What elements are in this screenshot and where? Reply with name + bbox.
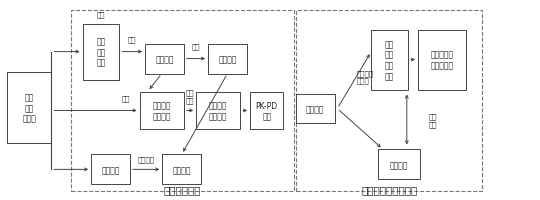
Bar bbox=[208, 44, 247, 74]
Text: 饮片
方剂
中成药: 饮片 方剂 中成药 bbox=[22, 93, 36, 123]
Text: 体内转运
组织分布: 体内转运 组织分布 bbox=[209, 101, 227, 121]
Text: 多层次药
理研究: 多层次药 理研究 bbox=[356, 70, 373, 84]
Bar bbox=[83, 25, 119, 80]
Text: 活性物质: 活性物质 bbox=[102, 165, 120, 174]
Bar bbox=[296, 94, 335, 124]
Text: 鉴定: 鉴定 bbox=[128, 36, 137, 43]
Text: 入血成分
代谢产物: 入血成分 代谢产物 bbox=[152, 101, 171, 121]
Text: 化学物质: 化学物质 bbox=[155, 55, 174, 64]
Bar bbox=[71, 11, 294, 191]
Text: 分子
细胞
组织
整体: 分子 细胞 组织 整体 bbox=[385, 40, 394, 81]
Bar bbox=[7, 72, 51, 144]
Bar bbox=[140, 92, 184, 130]
Bar bbox=[250, 92, 284, 130]
Text: 系统生物学
网络药理学: 系统生物学 网络药理学 bbox=[430, 50, 454, 70]
Text: PK-PD
性质: PK-PD 性质 bbox=[256, 101, 278, 121]
Bar bbox=[372, 30, 408, 90]
Text: 筛选: 筛选 bbox=[192, 43, 200, 50]
Text: 制备: 制备 bbox=[97, 11, 105, 18]
Text: 鉴定: 鉴定 bbox=[122, 95, 131, 101]
Bar bbox=[196, 92, 240, 130]
Text: 定量
分析: 定量 分析 bbox=[186, 89, 194, 103]
Text: 药效物质: 药效物质 bbox=[172, 165, 191, 174]
Text: 发现药效物质: 发现药效物质 bbox=[164, 184, 201, 194]
Text: 部位
组分
成分: 部位 组分 成分 bbox=[96, 37, 105, 68]
Text: 临床功效: 临床功效 bbox=[389, 160, 408, 169]
Bar bbox=[418, 30, 465, 90]
Bar bbox=[377, 150, 420, 179]
Bar bbox=[163, 155, 201, 184]
Text: 活性物质: 活性物质 bbox=[218, 55, 237, 64]
Text: 药效确认: 药效确认 bbox=[138, 155, 154, 162]
Text: 药效物质: 药效物质 bbox=[306, 104, 325, 113]
Bar bbox=[296, 11, 482, 191]
Text: 作用机理与临床转化: 作用机理与临床转化 bbox=[361, 184, 418, 194]
Text: 转化
研究: 转化 研究 bbox=[428, 113, 437, 127]
Bar bbox=[91, 155, 130, 184]
Bar bbox=[145, 44, 184, 74]
